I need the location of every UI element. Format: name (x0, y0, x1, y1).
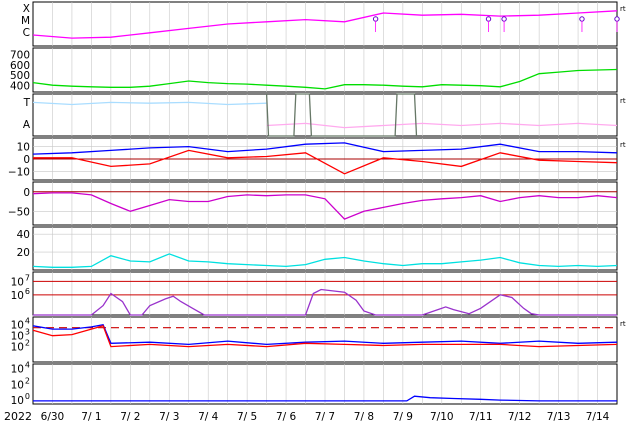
y-tick-label: 40 (17, 229, 30, 241)
series-line (32, 323, 618, 346)
x-start-label: 2022 (4, 410, 32, 423)
y-tick-label: 10 (11, 379, 24, 391)
x-tick-label: 7/ 9 (393, 411, 413, 423)
y-tick-label: 10 (17, 142, 30, 154)
y-tick-exponent: 4 (25, 361, 30, 370)
y-tick-label: 600 (10, 60, 30, 72)
series-line (32, 192, 618, 220)
panel-right-label: rt (620, 5, 626, 13)
series-line (266, 122, 618, 129)
y-tick-label: A (23, 119, 31, 131)
y-tick-exponent: 0 (25, 392, 30, 401)
panel-right-label: rt (620, 97, 626, 105)
y-tick-label: −10 (8, 166, 30, 178)
y-tick-label: 0 (23, 154, 30, 166)
series-line (32, 10, 618, 39)
panel-imf-bz-bt: 100−10 rt (8, 137, 626, 181)
x-tick-label: 7/ 7 (315, 411, 335, 423)
series-line (33, 288, 617, 316)
y-tick-label: 10 (11, 331, 24, 343)
y-tick-label: 10 (11, 320, 24, 332)
series-line (33, 395, 617, 402)
series-line (33, 149, 618, 175)
x-tick-label: 7/10 (430, 411, 454, 423)
y-tick-label: T (23, 97, 31, 109)
y-tick-exponent: 7 (25, 273, 30, 282)
x-tick-label: 7/ 3 (159, 411, 179, 423)
series-line (32, 253, 618, 268)
x-tick-label: 7/ 4 (198, 411, 219, 423)
y-tick-label: 10 (11, 395, 24, 407)
y-tick-exponent: 2 (25, 376, 30, 385)
flare-marker (579, 16, 585, 22)
x-axis: 2022 6/30 7/ 1 7/ 2 7/ 3 7/ 4 7/ 5 7/ 6 7/ 7 7/ … (4, 410, 610, 423)
panel-dst: 0 −50 (8, 181, 618, 226)
y-tick-label: X (23, 3, 30, 15)
series-line (265, 93, 418, 137)
y-tick-label: 10 (11, 342, 24, 354)
y-tick-exponent: 6 (25, 287, 30, 296)
y-tick-exponent: 3 (25, 328, 30, 337)
x-tick-label: 7/12 (508, 411, 532, 423)
y-tick-label: 10 (11, 364, 24, 376)
series-line (32, 142, 618, 155)
x-tick-label: 7/13 (547, 411, 571, 423)
x-tick-label: 7/ 6 (276, 411, 297, 423)
series-line (32, 68, 618, 90)
flare-marker (501, 16, 507, 22)
flare-marker (372, 16, 379, 22)
y-tick-label: −50 (8, 206, 30, 218)
series-line (32, 325, 618, 348)
x-tick-label: 7/ 2 (120, 411, 140, 423)
y-tick-label: 10 (11, 276, 24, 288)
x-tick-label: 7/ 8 (354, 411, 374, 423)
y-tick-label: 10 (11, 290, 24, 302)
y-tick-label: M (21, 15, 30, 27)
y-tick-label: 700 (10, 49, 30, 61)
y-tick-label: 0 (23, 187, 30, 199)
y-tick-exponent: 2 (25, 339, 30, 348)
series-line (32, 101, 267, 106)
panel-right-label: rt (620, 141, 626, 149)
panel-kp: 40 20 (17, 226, 618, 271)
y-tick-label: 20 (17, 247, 30, 259)
y-tick-exponent: 4 (25, 317, 30, 326)
x-tick-label: 7/ 5 (237, 411, 257, 423)
x-tick-label: 7/11 (469, 411, 493, 423)
panel-right-label: rt (620, 320, 626, 328)
flare-marker (614, 16, 620, 22)
x-tick-label: 7/14 (586, 411, 610, 423)
flare-marker (485, 16, 492, 22)
y-tick-label: 400 (10, 81, 30, 93)
y-tick-label: 500 (10, 70, 30, 82)
x-tick-label: 6/30 (41, 411, 65, 423)
x-tick-label: 7/ 1 (81, 411, 101, 423)
y-tick-label: C (23, 27, 30, 39)
